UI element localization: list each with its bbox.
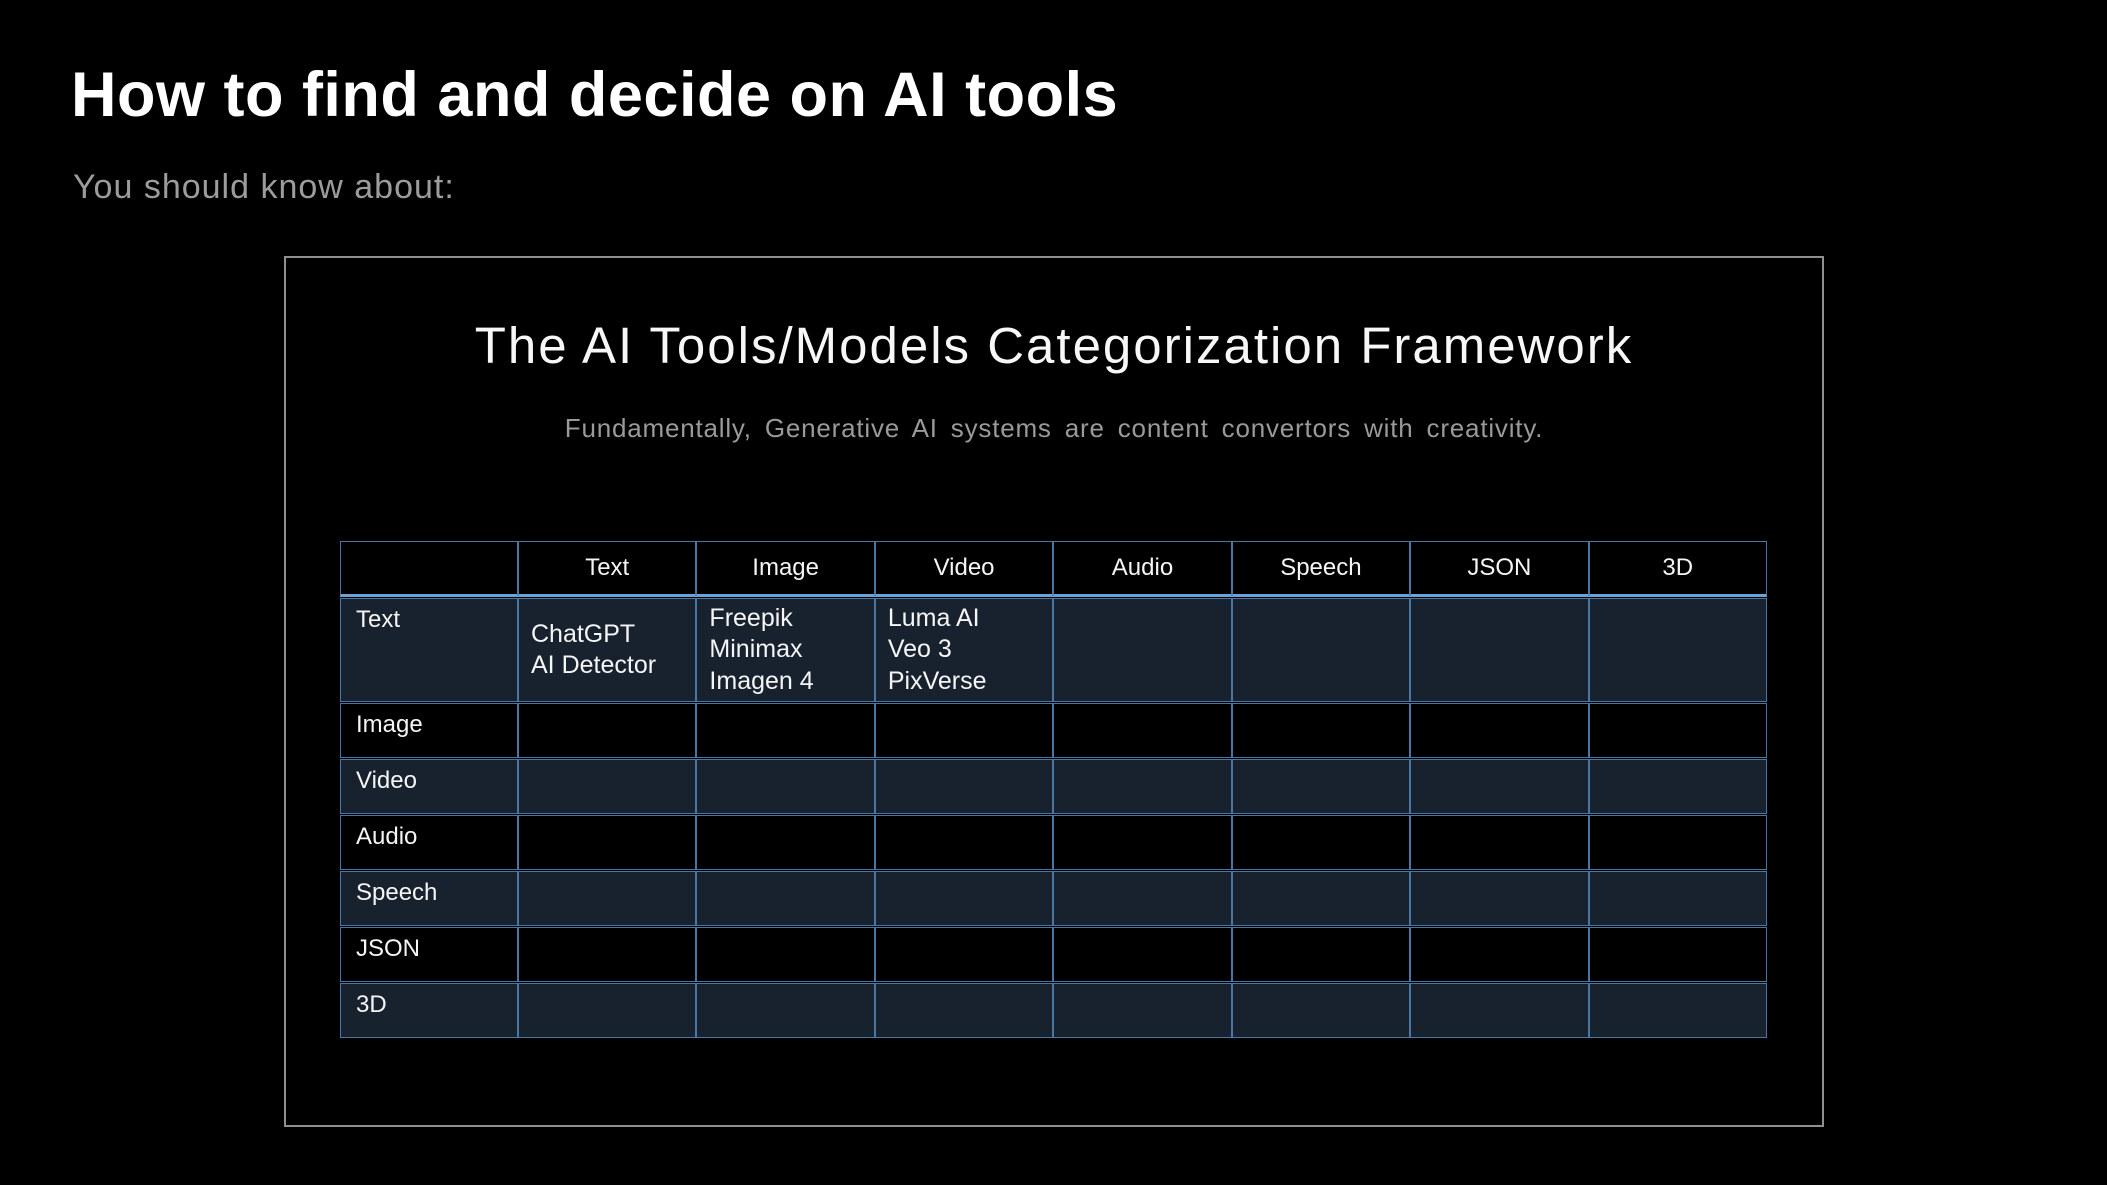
matrix-column-header: JSON xyxy=(1410,541,1589,597)
matrix-cell xyxy=(1053,926,1232,982)
matrix-cell xyxy=(1588,702,1767,758)
matrix-cell xyxy=(1231,758,1411,814)
matrix-cell xyxy=(1410,870,1589,926)
matrix-cell xyxy=(1053,982,1232,1038)
matrix-cell xyxy=(1053,758,1232,814)
matrix-cell: ChatGPT AI Detector xyxy=(518,598,697,702)
matrix-cell xyxy=(874,814,1054,870)
matrix-cell xyxy=(1231,926,1411,982)
matrix-row-label: Image xyxy=(340,702,518,758)
matrix-row-label: JSON xyxy=(340,926,518,982)
card-subtitle: Fundamentally, Generative AI systems are… xyxy=(564,413,1544,443)
matrix-cell xyxy=(696,870,875,926)
matrix-cell xyxy=(874,870,1054,926)
matrix-cell: Luma AI Veo 3 PixVerse xyxy=(874,598,1054,702)
categorization-matrix: Text Image Video Audio Speech JSON 3D Text Chat… xyxy=(340,540,1767,1039)
matrix-row: Speech xyxy=(340,870,1767,926)
matrix-cell xyxy=(518,982,697,1038)
matrix-cell xyxy=(1231,598,1411,702)
matrix-row-label: Audio xyxy=(340,814,518,870)
matrix-cell xyxy=(696,758,875,814)
matrix-column-header: 3D xyxy=(1588,541,1767,597)
page-subtitle: You should know about: xyxy=(73,168,455,206)
matrix-row-label: Speech xyxy=(340,870,518,926)
matrix-column-header: Video xyxy=(874,541,1054,597)
framework-card: The AI Tools/Models Categorization Frame… xyxy=(284,256,1824,1127)
matrix-cell xyxy=(1410,702,1589,758)
matrix-row-label: Video xyxy=(340,758,518,814)
matrix-cell xyxy=(1053,814,1232,870)
matrix-corner-cell xyxy=(340,541,518,597)
matrix-row: JSON xyxy=(340,926,1767,982)
matrix-cell xyxy=(518,814,697,870)
matrix-header-row: Text Image Video Audio Speech JSON 3D xyxy=(340,541,1767,597)
matrix-cell xyxy=(874,982,1054,1038)
matrix-column-header: Image xyxy=(696,541,875,597)
matrix-cell xyxy=(1588,814,1767,870)
matrix-cell xyxy=(1231,982,1411,1038)
matrix-cell xyxy=(696,814,875,870)
matrix-row-label: 3D xyxy=(340,982,518,1038)
matrix-cell xyxy=(1231,870,1411,926)
matrix-cell xyxy=(518,926,697,982)
page-title: How to find and decide on AI tools xyxy=(71,60,1119,130)
matrix-cell xyxy=(518,702,697,758)
matrix-cell xyxy=(874,702,1054,758)
matrix-cell xyxy=(1410,598,1589,702)
matrix-cell xyxy=(696,926,875,982)
matrix-cell xyxy=(1053,598,1232,702)
matrix-row: Video xyxy=(340,758,1767,814)
matrix-column-header: Audio xyxy=(1053,541,1232,597)
matrix-cell xyxy=(1053,870,1232,926)
matrix-row: Audio xyxy=(340,814,1767,870)
matrix-row-label: Text xyxy=(340,598,518,702)
matrix-column-header: Speech xyxy=(1231,541,1411,597)
matrix-row: Image xyxy=(340,702,1767,758)
matrix-cell xyxy=(1410,926,1589,982)
matrix-cell: Freepik Minimax Imagen 4 xyxy=(696,598,875,702)
matrix-cell xyxy=(1053,702,1232,758)
matrix-cell xyxy=(1231,702,1411,758)
matrix-cell xyxy=(1588,870,1767,926)
matrix-cell xyxy=(696,702,875,758)
card-title: The AI Tools/Models Categorization Frame… xyxy=(474,317,1634,374)
matrix-cell xyxy=(1410,814,1589,870)
matrix-column-header: Text xyxy=(518,541,697,597)
matrix-cell xyxy=(1410,982,1589,1038)
matrix-row: 3D xyxy=(340,982,1767,1038)
matrix-row: Text ChatGPT AI Detector Freepik Minimax I… xyxy=(340,598,1767,702)
matrix-cell xyxy=(518,758,697,814)
matrix-cell xyxy=(1231,814,1411,870)
matrix-cell xyxy=(1588,598,1767,702)
matrix-cell xyxy=(1588,982,1767,1038)
matrix-cell xyxy=(696,982,875,1038)
matrix-cell xyxy=(1410,758,1589,814)
matrix-cell xyxy=(874,758,1054,814)
matrix-cell xyxy=(518,870,697,926)
matrix-cell xyxy=(874,926,1054,982)
matrix-cell xyxy=(1588,758,1767,814)
matrix-cell xyxy=(1588,926,1767,982)
